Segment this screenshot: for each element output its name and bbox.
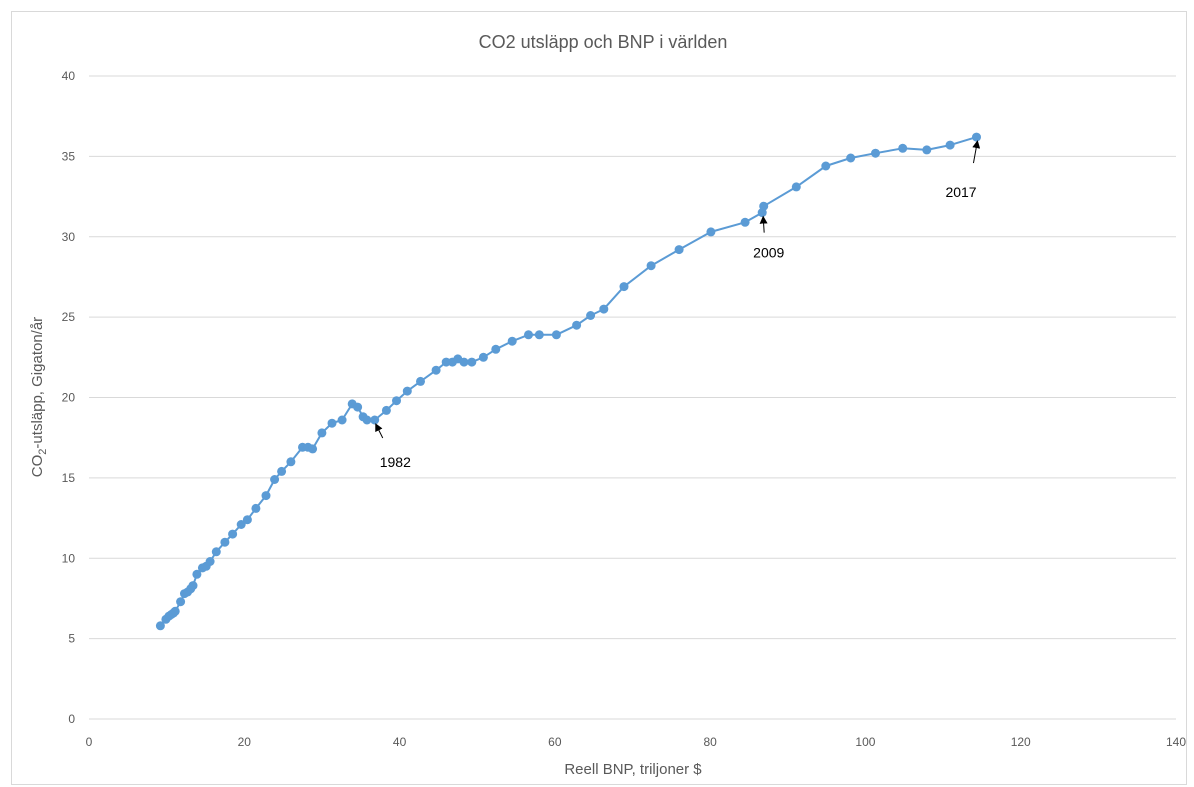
data-point: [370, 415, 380, 425]
annotations: 1982 2009 2017: [375, 140, 981, 470]
data-point: [491, 344, 501, 354]
y-tick-label: 5: [68, 632, 75, 646]
data-point: [155, 621, 165, 631]
data-point: [706, 227, 716, 237]
data-point: [392, 396, 401, 406]
x-axis-ticks: 0 20 40 60 80 100 120 140: [86, 735, 1187, 749]
data-point: [586, 311, 596, 320]
gridlines: [89, 75, 1176, 720]
y-tick-label: 40: [62, 69, 76, 83]
data-point: [381, 405, 391, 415]
series-line: [159, 136, 977, 627]
data-point: [402, 386, 412, 396]
data-point: [674, 245, 684, 255]
data-point: [170, 606, 180, 616]
series-path: [159, 136, 977, 627]
data-point: [898, 143, 908, 153]
data-point: [478, 352, 488, 362]
y-tick-label: 35: [62, 149, 76, 163]
series-points: [155, 132, 981, 631]
data-point: [791, 182, 801, 192]
data-point: [286, 457, 296, 467]
data-point: [459, 357, 469, 367]
data-point: [507, 336, 517, 346]
y-axis-title: CO2-utsläpp, Gigaton/år: [29, 317, 49, 477]
annotation-arrow: [972, 140, 981, 164]
x-tick-label: 120: [1011, 735, 1031, 749]
data-point: [646, 261, 656, 271]
x-tick-label: 20: [238, 735, 252, 749]
data-point: [524, 330, 533, 340]
y-tick-label: 25: [62, 310, 76, 324]
data-point: [759, 201, 769, 211]
y-tick-label: 30: [62, 230, 76, 244]
data-point: [821, 161, 831, 171]
data-point: [416, 376, 425, 386]
data-point: [551, 330, 561, 340]
data-point: [362, 415, 372, 425]
data-point: [188, 581, 198, 591]
data-point: [327, 418, 337, 428]
data-point: [205, 557, 215, 566]
data-point: [220, 537, 230, 547]
data-point: [922, 145, 932, 155]
data-point: [441, 357, 451, 367]
data-point: [211, 547, 221, 557]
data-point: [251, 503, 261, 513]
x-tick-label: 0: [86, 735, 93, 749]
data-point: [871, 148, 880, 158]
annotation-label: 2017: [945, 184, 976, 200]
y-axis-title-suffix: -utsläpp, Gigaton/år: [29, 317, 46, 449]
chart-title: CO2 utsläpp och BNP i världen: [479, 32, 728, 52]
data-point: [740, 217, 750, 227]
x-tick-label: 140: [1166, 735, 1186, 749]
y-tick-label: 15: [62, 471, 76, 485]
data-point: [945, 140, 955, 150]
data-point: [619, 282, 629, 292]
data-point: [236, 520, 246, 529]
x-tick-label: 100: [855, 735, 875, 749]
data-point: [261, 491, 271, 501]
data-point: [599, 304, 609, 314]
y-axis-title-subscript: 2: [37, 449, 49, 455]
y-tick-label: 20: [62, 391, 76, 405]
y-tick-label: 10: [62, 551, 76, 565]
data-point: [353, 402, 363, 412]
data-point: [572, 320, 582, 330]
data-point: [176, 597, 186, 607]
x-axis-title: Reell BNP, triljoner $: [564, 761, 702, 778]
data-point: [308, 444, 318, 454]
x-tick-label: 40: [393, 735, 407, 749]
y-tick-label: 0: [68, 712, 75, 726]
y-axis-ticks: 0 5 10 15 20 25 30 35 40: [62, 69, 76, 726]
x-tick-label: 60: [548, 735, 562, 749]
annotation-arrow: [375, 423, 384, 439]
data-point: [972, 132, 981, 142]
data-point: [242, 515, 252, 525]
data-point: [431, 365, 441, 375]
annotation-label: 1982: [380, 454, 411, 470]
y-axis-title-prefix: CO: [29, 455, 46, 478]
data-point: [192, 569, 202, 579]
data-point: [317, 428, 327, 438]
x-tick-label: 80: [703, 735, 717, 749]
data-point: [270, 475, 280, 484]
data-point: [277, 466, 287, 476]
annotation-arrow: [759, 215, 768, 233]
data-point: [467, 357, 477, 367]
data-point: [534, 330, 544, 340]
annotation-label: 2009: [753, 245, 784, 261]
data-point: [337, 415, 347, 425]
data-point: [846, 153, 856, 163]
data-point: [228, 529, 238, 539]
